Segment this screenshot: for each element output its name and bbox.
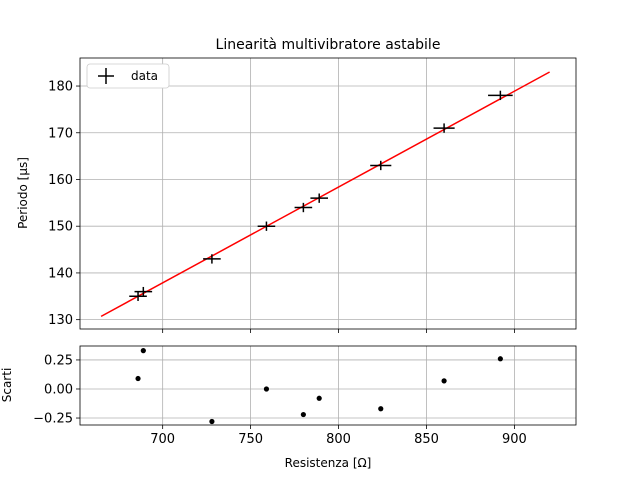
residual-y-tick-label: 0.25 (44, 353, 73, 368)
residual-point (209, 418, 215, 425)
residual-ticks: 700 750 800 850 900 −0.25 0.00 0.25 (33, 353, 527, 447)
residual-plot-area (79, 345, 577, 426)
residual-x-tick-label: 800 (326, 432, 351, 447)
main-y-tick-label: 150 (48, 220, 73, 235)
chart-title: Linearità multivibratore astabile (216, 37, 441, 53)
legend-box (86, 63, 170, 89)
residual-point (140, 348, 146, 354)
main-ticks: 130 140 150 160 170 180 (48, 80, 515, 333)
residual-x-tick-label: 750 (238, 432, 263, 447)
residual-x-tick-label: 850 (414, 432, 439, 447)
residual-x-tick-label: 900 (502, 432, 527, 447)
main-y-tick-label: 130 (48, 313, 73, 328)
residual-point (497, 356, 503, 362)
residual-y-tick-label: 0.00 (44, 382, 73, 397)
residual-point (263, 386, 270, 392)
residual-point (135, 375, 141, 382)
fit-line (100, 71, 550, 318)
legend: data (86, 63, 170, 89)
main-y-axis-label: Periodo [μs] (16, 157, 30, 229)
main-y-tick-label: 170 (48, 126, 73, 141)
residual-point (441, 378, 447, 384)
main-plot-area (79, 57, 577, 330)
residual-series (135, 348, 503, 425)
main-y-tick-label: 140 (48, 266, 73, 281)
residual-point (378, 406, 384, 412)
residual-y-axis-label: Scarti (0, 368, 14, 403)
x-axis-label: Resistenza [Ω] (285, 456, 372, 470)
legend-label-data: data (131, 69, 158, 83)
main-y-tick-label: 180 (48, 80, 73, 95)
main-y-tick-label: 160 (48, 173, 73, 188)
residual-x-tick-label: 700 (150, 432, 175, 447)
residual-y-tick-label: −0.25 (33, 412, 73, 427)
residual-point (316, 395, 322, 401)
main-series (100, 71, 550, 318)
residual-point (300, 411, 306, 418)
residual-grid (80, 346, 576, 425)
